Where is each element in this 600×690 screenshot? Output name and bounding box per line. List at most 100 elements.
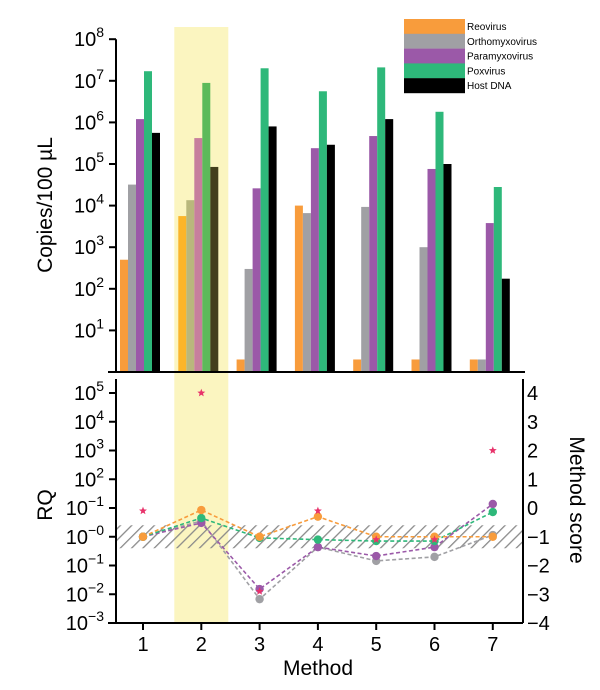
y2-tick-label: 3 <box>527 412 538 434</box>
bottom-x-axis-title: Method <box>283 657 353 680</box>
point-reovirus-method-7 <box>488 532 497 541</box>
y2-tick-label: 2 <box>527 441 538 463</box>
legend-label-poxvirus: Poxvirus <box>467 66 505 77</box>
bar-host-dna-method-4 <box>326 144 335 372</box>
x-tick-label: 5 <box>371 634 382 656</box>
bar-orthomyxovirus-method-5 <box>361 206 370 372</box>
y-tick-label: 103 <box>74 436 104 463</box>
method-score-star-method-3 <box>255 587 264 595</box>
y-tick-label: 103 <box>74 232 104 259</box>
x-tick-label: 1 <box>137 634 148 656</box>
point-poxvirus-method-2 <box>197 513 206 523</box>
top-panel-bar-chart: 101 102 103 104 105 106 107 108 Copies/100 µL R… <box>34 19 537 373</box>
y-tick-label: 104 <box>74 407 104 434</box>
bar-paramyxovirus-method-7 <box>485 223 494 372</box>
y-tick-label: 108 <box>74 24 104 51</box>
bar-poxvirus-method-7 <box>493 186 502 372</box>
legend-label-host-dna: Host DNA <box>467 81 512 92</box>
bars-group <box>120 67 510 373</box>
method-score-star-method-4 <box>313 506 322 515</box>
legend-swatch-reovirus <box>404 19 465 34</box>
point-paramyxovirus-method-7 <box>488 499 497 509</box>
y-tick-label: 105 <box>74 149 104 176</box>
legend-swatch-orthomyxovirus <box>404 33 465 49</box>
bar-host-dna-method-1 <box>152 132 160 372</box>
legend-swatch-poxvirus <box>404 63 465 79</box>
point-paramyxovirus-method-6 <box>430 542 439 552</box>
x-tick-label: 6 <box>429 634 440 656</box>
y-tick-label: 102 <box>74 274 104 301</box>
bar-poxvirus-method-5 <box>377 67 386 372</box>
method-score-star-method-1 <box>139 506 147 515</box>
y-tick-label: 10−2 <box>66 579 104 606</box>
point-orthomyxovirus-method-6 <box>430 552 439 562</box>
method-score-star-method-5 <box>372 535 381 544</box>
top-y-ticks: 101 102 103 104 105 106 107 108 <box>74 24 116 342</box>
bar-poxvirus-method-3 <box>260 68 269 372</box>
bottom-right-y-ticks: 4 3 2 1 0 −1 −2 −3 −4 <box>527 383 550 635</box>
x-tick-label: 7 <box>487 634 498 656</box>
y-tick-label: 106 <box>74 107 104 134</box>
bar-reovirus-method-4 <box>294 205 303 372</box>
bar-poxvirus-method-6 <box>435 111 444 372</box>
bar-orthomyxovirus-method-2 <box>186 200 195 372</box>
legend-label-reovirus: Reovirus <box>467 22 506 33</box>
bar-host-dna-method-2 <box>210 166 219 372</box>
y2-tick-label: −3 <box>527 584 550 606</box>
method-score-star-method-6 <box>430 535 439 544</box>
bar-host-dna-method-7 <box>501 278 510 372</box>
bar-paramyxovirus-method-4 <box>310 148 319 372</box>
legend-label-paramyxovirus: Paramyxovirus <box>467 52 533 63</box>
y-tick-label: 101 <box>74 315 104 342</box>
bar-paramyxovirus-method-5 <box>369 136 378 372</box>
y2-tick-label: 4 <box>527 383 538 405</box>
bar-orthomyxovirus-method-1 <box>128 184 136 372</box>
y2-tick-label: −4 <box>527 613 550 635</box>
bar-orthomyxovirus-method-4 <box>302 213 311 372</box>
point-poxvirus-method-4 <box>313 535 323 544</box>
bar-paramyxovirus-method-3 <box>252 188 261 372</box>
x-tick-label: 2 <box>196 634 207 656</box>
bar-paramyxovirus-method-2 <box>194 138 203 372</box>
y-tick-label: 10−1 <box>66 551 104 578</box>
point-paramyxovirus-method-4 <box>313 542 323 552</box>
bar-host-dna-method-3 <box>268 126 277 372</box>
y2-tick-label: 1 <box>527 469 538 491</box>
bottom-y-axis-title: RQ <box>34 489 57 521</box>
point-reovirus-method-4 <box>313 512 323 521</box>
y-tick-label: 10−3 <box>66 608 104 635</box>
point-orthomyxovirus-method-3 <box>255 594 264 604</box>
bottom-x-ticks: 1 2 3 4 5 6 7 <box>137 623 498 656</box>
y-tick-label: 10−0 <box>66 522 104 549</box>
bar-paramyxovirus-method-6 <box>427 168 436 372</box>
bar-reovirus-method-2 <box>178 216 187 372</box>
bar-poxvirus-method-1 <box>144 71 152 373</box>
y-tick-label: 105 <box>74 378 104 405</box>
bar-poxvirus-method-4 <box>318 91 327 372</box>
bar-reovirus-method-3 <box>236 359 245 372</box>
bar-host-dna-method-5 <box>385 119 394 372</box>
point-reovirus-method-3 <box>255 532 264 541</box>
bar-paramyxovirus-method-1 <box>136 119 144 372</box>
y-tick-label: 104 <box>74 191 104 218</box>
bar-host-dna-method-6 <box>443 164 452 372</box>
x-tick-label: 4 <box>312 634 323 656</box>
y2-tick-label: −1 <box>527 527 550 549</box>
bar-poxvirus-method-2 <box>202 82 211 373</box>
y-tick-label: 102 <box>74 464 104 491</box>
point-poxvirus-method-7 <box>488 507 497 517</box>
y-tick-label: 107 <box>74 66 104 93</box>
bottom-right-y-axis-title: Method score <box>565 436 588 563</box>
bar-reovirus-method-5 <box>353 359 362 372</box>
method-score-star-method-2 <box>197 388 206 397</box>
point-reovirus-method-2 <box>197 505 206 515</box>
bar-reovirus-method-6 <box>411 359 420 372</box>
method-score-star-method-7 <box>488 446 497 454</box>
bar-orthomyxovirus-method-7 <box>477 359 486 372</box>
y-tick-label: 10−1 <box>66 493 104 520</box>
top-y-axis-title: Copies/100 µL <box>34 137 57 273</box>
y2-tick-label: −2 <box>527 556 550 578</box>
